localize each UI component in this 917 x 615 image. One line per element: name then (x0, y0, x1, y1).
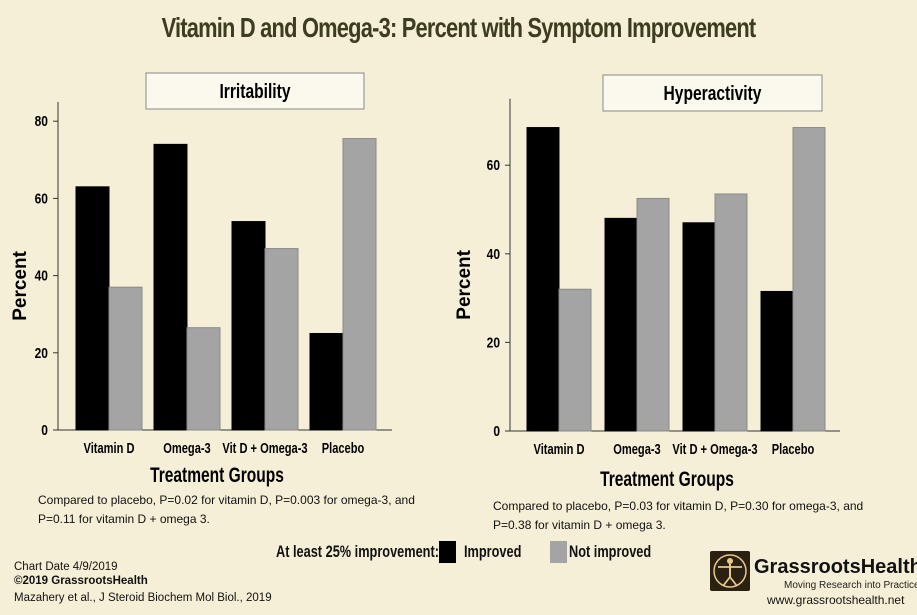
category-label: Omega-3 (163, 439, 210, 456)
category-label: Vitamin D (534, 440, 585, 457)
bar-not-improved-0 (108, 286, 143, 431)
legend-item-not-improved: Not improved (569, 542, 652, 561)
y-tick-label: 0 (493, 423, 500, 440)
bar-not-improved-3 (342, 138, 377, 431)
category-label: Placebo (322, 439, 365, 456)
chart-note-irritability: Compared to placebo, P=0.02 for vitamin … (38, 493, 415, 526)
chart-note-hyperactivity: Compared to placebo, P=0.03 for vitamin … (493, 499, 864, 532)
legend-swatch-not-improved (550, 541, 567, 563)
logo-tagline: Moving Research into Practice (784, 580, 917, 591)
legend-swatch-improved (439, 541, 456, 563)
bar-not-improved-1 (636, 197, 670, 432)
panel-title-box (145, 72, 365, 110)
chart-panel-irritability: Irritability 0 20 40 60 80 Percent Vitamin D Ome… (10, 72, 392, 487)
bar-improved-1 (153, 143, 188, 431)
legend-label: At least 25% improvement: (276, 542, 439, 561)
bar-improved-0 (75, 186, 110, 431)
vitruvian-logo-icon (710, 551, 750, 591)
bar-improved-0 (526, 127, 560, 432)
bar-improved-2 (682, 222, 716, 432)
y-tick-label: 20 (35, 345, 48, 362)
bar-improved-2 (231, 221, 266, 431)
bar-improved-3 (760, 290, 794, 432)
bar-not-improved-1 (186, 327, 221, 431)
panel-title: Irritability (219, 80, 290, 102)
logo-name: GrassrootsHealth (754, 556, 917, 578)
bar-improved-3 (309, 333, 344, 431)
y-tick-label: 40 (487, 246, 500, 263)
x-axis-label: Treatment Groups (150, 463, 284, 487)
chart-panel-hyperactivity: Hyperactivity 0 20 40 60 Percent Vitamin D Omeg… (454, 74, 840, 491)
category-label: Placebo (772, 440, 815, 457)
category-label: Vit D + Omega-3 (222, 439, 307, 456)
x-axis-label: Treatment Groups (600, 467, 734, 491)
y-tick-label: 40 (35, 267, 48, 284)
chart-date: Chart Date 4/9/2019 (14, 561, 118, 573)
y-axis-label: Percent (454, 249, 475, 319)
y-tick-label: 60 (35, 190, 48, 207)
legend-item-improved: Improved (464, 542, 522, 561)
copyright: ©2019 GrassrootsHealth (14, 575, 148, 587)
y-tick-label: 60 (487, 157, 500, 174)
category-label: Vitamin D (84, 439, 135, 456)
y-tick-label: 20 (487, 334, 500, 351)
bar-not-improved-2 (714, 193, 748, 432)
y-axis-label: Percent (10, 250, 31, 320)
citation: Mazahery et al., J Steroid Biochem Mol B… (14, 592, 272, 604)
y-tick-label: 80 (35, 113, 48, 130)
bar-improved-1 (604, 217, 638, 432)
y-tick-label: 0 (41, 422, 48, 439)
category-label: Vit D + Omega-3 (672, 440, 757, 457)
category-label: Omega-3 (613, 440, 660, 457)
main-title: Vitamin D and Omega-3: Percent with Symp… (161, 12, 757, 43)
logo-url[interactable]: www.grassrootshealth.net (767, 593, 905, 607)
panel-title: Hyperactivity (664, 82, 762, 104)
panel-title-box (602, 74, 823, 112)
bar-not-improved-3 (792, 127, 826, 432)
bar-not-improved-2 (264, 248, 299, 431)
bar-not-improved-0 (558, 288, 592, 432)
